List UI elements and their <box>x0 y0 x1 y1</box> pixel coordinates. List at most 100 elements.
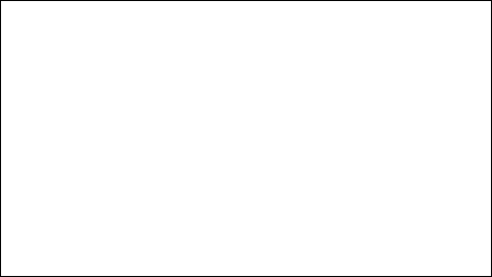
Circle shape <box>12 48 15 50</box>
Circle shape <box>134 102 138 104</box>
Circle shape <box>101 38 104 40</box>
Circle shape <box>34 132 37 134</box>
Circle shape <box>107 53 110 55</box>
Circle shape <box>154 55 157 57</box>
Circle shape <box>54 122 57 124</box>
Circle shape <box>121 77 123 79</box>
Circle shape <box>70 67 73 69</box>
Circle shape <box>104 132 107 134</box>
Circle shape <box>212 198 218 202</box>
Circle shape <box>35 248 38 249</box>
Circle shape <box>26 48 29 50</box>
Circle shape <box>48 46 52 48</box>
Circle shape <box>21 58 24 60</box>
Circle shape <box>12 85 15 87</box>
Circle shape <box>87 99 91 101</box>
Circle shape <box>37 151 40 153</box>
Circle shape <box>6 46 10 48</box>
Circle shape <box>132 95 135 97</box>
Circle shape <box>241 37 247 41</box>
Circle shape <box>226 198 233 202</box>
Text: Ones: Ones <box>390 9 430 23</box>
Circle shape <box>82 36 85 38</box>
Circle shape <box>134 53 138 55</box>
Circle shape <box>54 134 57 136</box>
Circle shape <box>12 73 15 75</box>
Circle shape <box>48 228 51 230</box>
Bar <box>179 163 323 178</box>
Circle shape <box>76 71 80 72</box>
Circle shape <box>10 179 13 181</box>
Circle shape <box>84 116 87 118</box>
Bar <box>179 244 323 259</box>
Circle shape <box>154 129 157 130</box>
Circle shape <box>40 122 43 124</box>
Circle shape <box>412 168 420 173</box>
Circle shape <box>118 58 122 60</box>
Circle shape <box>197 53 204 57</box>
Circle shape <box>312 86 319 89</box>
Circle shape <box>107 126 110 128</box>
Circle shape <box>283 118 290 122</box>
Circle shape <box>101 99 104 101</box>
Circle shape <box>31 38 34 40</box>
Circle shape <box>45 136 48 138</box>
Circle shape <box>92 65 96 67</box>
Circle shape <box>132 71 135 72</box>
Circle shape <box>143 75 146 77</box>
Circle shape <box>138 61 141 62</box>
Circle shape <box>112 116 115 118</box>
Circle shape <box>23 209 26 210</box>
Circle shape <box>138 110 141 111</box>
Circle shape <box>64 138 68 140</box>
Circle shape <box>226 231 233 235</box>
Circle shape <box>51 53 54 55</box>
Circle shape <box>48 83 52 85</box>
Circle shape <box>62 120 65 121</box>
Circle shape <box>74 199 77 200</box>
Circle shape <box>23 114 26 116</box>
Circle shape <box>51 40 54 42</box>
Circle shape <box>99 199 102 200</box>
Circle shape <box>283 102 290 106</box>
Circle shape <box>62 34 65 36</box>
Circle shape <box>76 83 80 85</box>
Circle shape <box>183 118 190 122</box>
Bar <box>405 169 426 179</box>
Circle shape <box>73 148 76 150</box>
Circle shape <box>45 75 48 77</box>
Circle shape <box>226 247 233 251</box>
Circle shape <box>98 129 101 130</box>
Circle shape <box>149 77 152 79</box>
Circle shape <box>125 199 128 200</box>
Circle shape <box>96 36 99 38</box>
Circle shape <box>143 148 146 150</box>
Circle shape <box>138 146 141 148</box>
Circle shape <box>10 258 13 259</box>
Circle shape <box>283 263 290 267</box>
Circle shape <box>61 228 64 230</box>
Circle shape <box>79 151 82 153</box>
Circle shape <box>23 65 26 67</box>
Circle shape <box>82 122 85 124</box>
Circle shape <box>84 153 87 155</box>
Circle shape <box>35 199 38 200</box>
Circle shape <box>132 120 135 121</box>
Circle shape <box>123 146 127 148</box>
Circle shape <box>154 79 157 81</box>
Circle shape <box>26 122 29 124</box>
Circle shape <box>104 34 107 36</box>
Circle shape <box>99 228 102 230</box>
Circle shape <box>298 247 305 251</box>
Circle shape <box>84 79 87 81</box>
Circle shape <box>73 136 76 138</box>
Bar <box>380 169 400 179</box>
Circle shape <box>98 141 101 143</box>
Circle shape <box>73 99 76 101</box>
Circle shape <box>149 89 152 91</box>
Circle shape <box>149 138 152 140</box>
Circle shape <box>31 75 34 77</box>
Circle shape <box>123 36 127 38</box>
Circle shape <box>125 228 128 230</box>
Circle shape <box>64 40 68 42</box>
